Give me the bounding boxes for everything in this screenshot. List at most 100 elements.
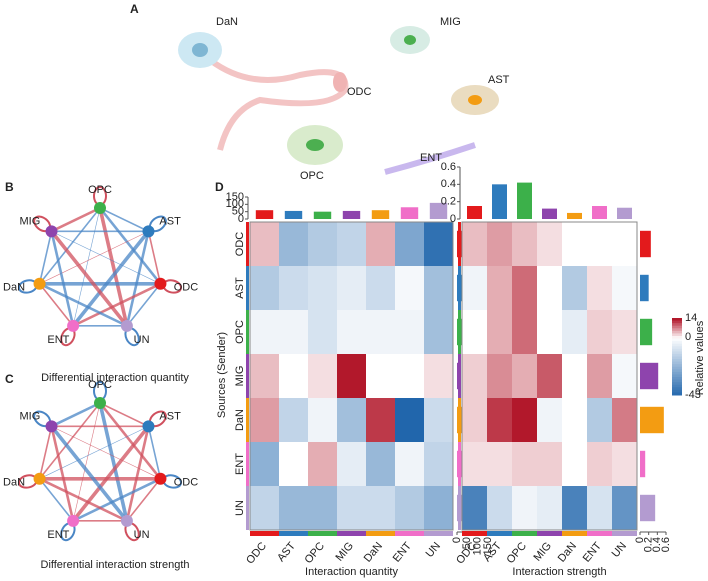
heatmap-cell (395, 266, 424, 310)
edge (98, 207, 129, 327)
colorbar-title: Relative values (694, 320, 706, 395)
heatmap-cell (612, 266, 637, 310)
row-label: ODC (234, 232, 246, 257)
top-bar (255, 210, 274, 219)
edge (98, 402, 162, 480)
heatmap-cell (562, 442, 587, 486)
heatmap-cell (250, 354, 279, 398)
top-bar (429, 202, 448, 219)
row-label: DaN (234, 409, 246, 431)
heatmap-cell (279, 354, 308, 398)
heatmap-cell (424, 266, 453, 310)
top-bar (517, 182, 532, 219)
heatmap-cell (512, 310, 537, 354)
heatmap-cell (587, 442, 612, 486)
edge (39, 231, 149, 285)
col-strip (250, 531, 279, 536)
colorbar-step (672, 338, 682, 342)
top-bar (542, 208, 557, 219)
edge (38, 283, 74, 327)
col-strip (337, 531, 366, 536)
node-label: ODC (174, 281, 199, 293)
heatmap-frame (461, 221, 638, 531)
panel-label: B (5, 180, 14, 194)
col-strip (366, 531, 395, 536)
caption: Differential interaction strength (41, 559, 190, 571)
heatmap-cell (487, 310, 512, 354)
cell-label: MIG (440, 16, 461, 28)
node (67, 514, 80, 527)
heatmap-cell (308, 354, 337, 398)
row-strip (246, 354, 249, 398)
top-bar (284, 210, 303, 219)
node (45, 420, 58, 433)
col-strip (279, 531, 308, 536)
heatmap-cell (562, 310, 587, 354)
row-label: ENT (234, 453, 246, 475)
edge (98, 207, 162, 285)
top-bar (313, 211, 332, 219)
row-strip (458, 222, 461, 266)
node-label: OPC (88, 184, 112, 196)
edge (38, 478, 74, 522)
heatmap-cell (587, 398, 612, 442)
cell-label: DaN (216, 16, 238, 28)
edge (51, 426, 161, 480)
edge (99, 402, 149, 428)
heatmap-cell (537, 398, 562, 442)
cell (306, 139, 324, 151)
heatmap-cell (612, 354, 637, 398)
heatmap-cell (587, 354, 612, 398)
heatmap-title: Interaction strength (512, 566, 606, 578)
heatmap-cell (587, 310, 612, 354)
col-strip (612, 531, 637, 536)
heatmap-cell (587, 222, 612, 266)
heatmap-cell (487, 266, 512, 310)
col-label: OPC (505, 540, 530, 566)
colorbar-step (672, 389, 682, 393)
top-bar (400, 207, 419, 219)
edge (125, 426, 150, 522)
edge (50, 425, 129, 522)
top-bar (371, 210, 390, 219)
heatmap-cell (612, 486, 637, 530)
cell (468, 95, 482, 105)
row-strip (246, 398, 249, 442)
row-label: AST (234, 277, 246, 299)
heatmap-cell (337, 398, 366, 442)
node (154, 472, 167, 485)
heatmap-cell (587, 266, 612, 310)
top-bar (492, 184, 507, 219)
colorbar-step (672, 328, 682, 332)
top-bar (467, 206, 482, 219)
panel-a-art (178, 26, 499, 175)
row-strip (458, 354, 461, 398)
edge (38, 477, 128, 523)
top-tick-label: 50 (232, 206, 244, 218)
heatmap-cell (308, 442, 337, 486)
col-strip (562, 531, 587, 536)
caption: Differential interaction quantity (41, 372, 189, 384)
colorbar-step (672, 346, 682, 350)
side-tick-label: 0.2 (643, 537, 655, 552)
col-label: UN (610, 540, 629, 560)
heatmap-cell (250, 486, 279, 530)
heatmap-cell (612, 222, 637, 266)
node-label: UN (134, 529, 150, 541)
colorbar-tick-label: 14 (685, 312, 697, 324)
colorbar-step (672, 369, 682, 373)
y-axis-title: Sources (Sender) (216, 332, 228, 418)
heatmap-cell (337, 310, 366, 354)
colorbar-step (672, 359, 682, 363)
heatmap-cell (395, 442, 424, 486)
cell (333, 72, 347, 92)
row-strip (458, 266, 461, 310)
heatmap-cell (537, 486, 562, 530)
heatmap-cell (395, 310, 424, 354)
side-bar (640, 318, 653, 346)
heatmap-cell (512, 398, 537, 442)
edge (147, 231, 162, 284)
top-bar (342, 210, 361, 219)
heatmap-cell (424, 310, 453, 354)
heatmap-cell (279, 222, 308, 266)
